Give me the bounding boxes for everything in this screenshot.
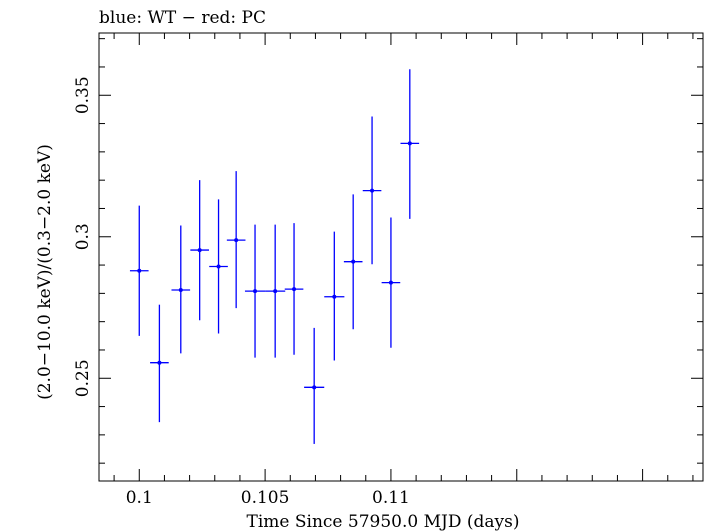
data-point (129, 205, 149, 336)
y-axis-label: (2.0−10.0 keV)/(0.3−2.0 keV) (35, 144, 55, 400)
x-tick-label: 0.11 (372, 488, 410, 508)
data-marker (273, 289, 278, 294)
y-tick-label: 0.25 (73, 359, 93, 397)
data-marker (253, 289, 258, 294)
data-point (209, 199, 228, 334)
data-marker (332, 294, 337, 299)
x-axis-label: Time Since 57950.0 MJD (days) (247, 512, 520, 532)
data-marker (292, 287, 297, 292)
axis-ticks (99, 33, 703, 481)
data-marker (157, 360, 162, 365)
data-marker (137, 268, 142, 273)
data-marker (197, 248, 202, 253)
data-point (226, 171, 246, 309)
data-point (171, 225, 191, 354)
data-marker (388, 280, 393, 285)
data-marker (312, 385, 317, 390)
data-point (324, 231, 345, 361)
data-point (284, 223, 304, 355)
data-marker (234, 238, 239, 243)
data-marker (178, 287, 183, 292)
chart-title: blue: WT − red: PC (99, 8, 266, 28)
data-point (400, 69, 420, 219)
data-marker (216, 264, 221, 269)
plot-frame (98, 32, 704, 482)
data-point (265, 224, 286, 358)
y-tick-label: 0.35 (73, 76, 93, 114)
x-tick-label: 0.1 (126, 488, 153, 508)
data-point (150, 304, 169, 423)
axis-tick-labels: 0.1 0.105 0.11 0.25 0.3 0.35 (73, 76, 410, 508)
data-point (244, 224, 266, 358)
data-point (381, 217, 401, 348)
data-point (343, 194, 363, 330)
data-marker (407, 141, 412, 146)
x-tick-label: 0.105 (241, 488, 290, 508)
data-point (304, 327, 325, 444)
y-tick-label: 0.3 (73, 223, 93, 250)
data-marker (370, 188, 375, 193)
data-series-wt (129, 69, 420, 444)
data-point (190, 180, 209, 321)
data-marker (351, 259, 356, 264)
data-point (362, 116, 382, 265)
